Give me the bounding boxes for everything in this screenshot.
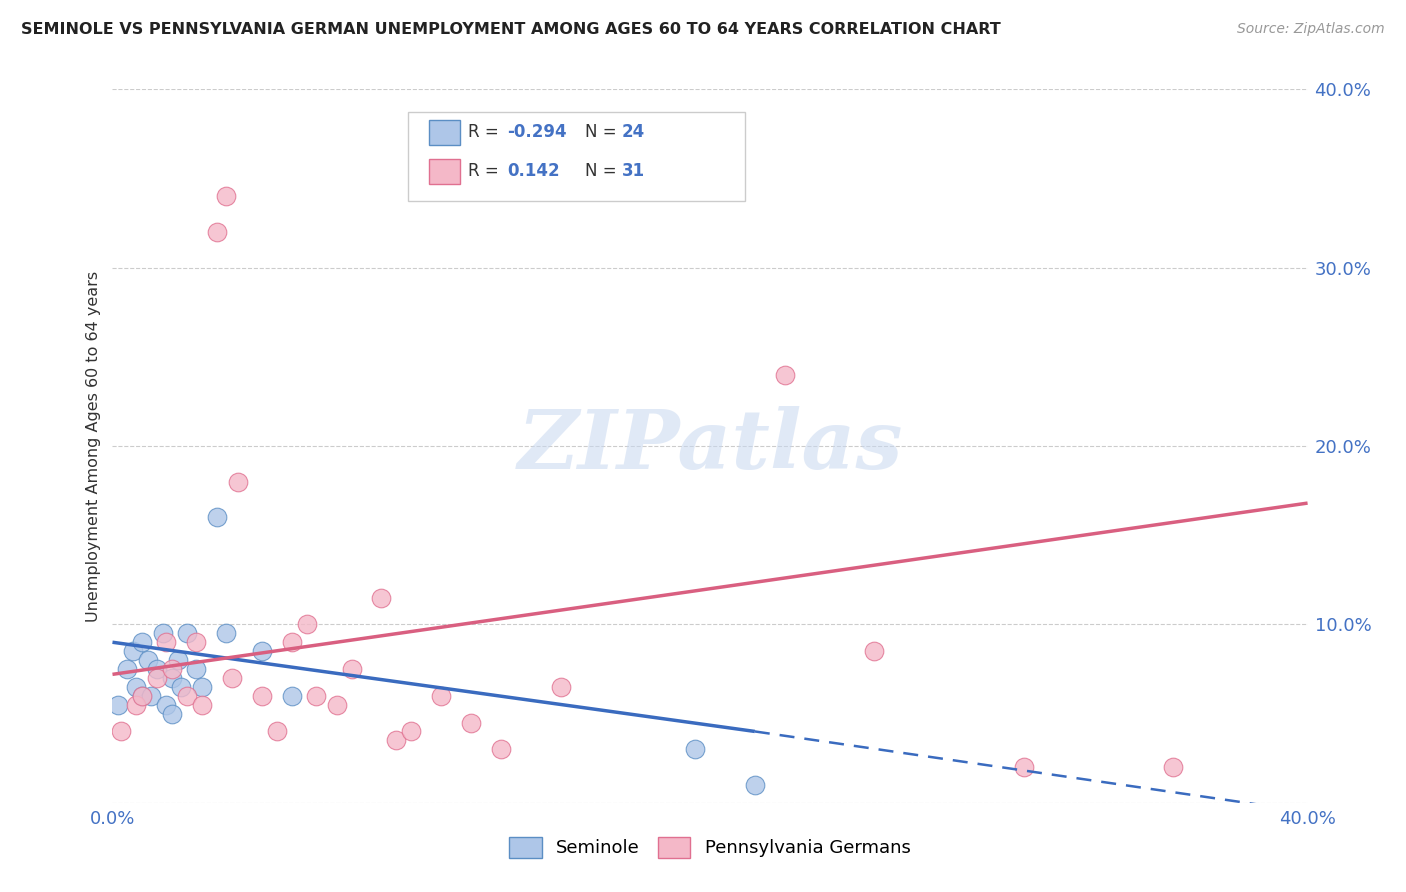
Point — [191, 680, 214, 694]
Y-axis label: Unemployment Among Ages 60 to 64 years: Unemployment Among Ages 60 to 64 years — [86, 270, 101, 622]
Text: Source: ZipAtlas.com: Source: ZipAtlas.com — [1237, 22, 1385, 37]
Point — [167, 653, 190, 667]
Point — [385, 733, 408, 747]
Point — [226, 475, 249, 489]
Text: ZIPatlas: ZIPatlas — [517, 406, 903, 486]
Point — [138, 653, 160, 667]
Point — [131, 635, 153, 649]
Point — [162, 662, 183, 676]
Legend: Seminole, Pennsylvania Germans: Seminole, Pennsylvania Germans — [502, 830, 918, 865]
Point — [186, 635, 208, 649]
Text: 24: 24 — [621, 123, 645, 141]
Point — [146, 671, 169, 685]
Point — [1161, 760, 1184, 774]
Point — [170, 680, 193, 694]
Point — [281, 635, 304, 649]
Point — [152, 626, 174, 640]
Point — [250, 689, 273, 703]
Point — [460, 715, 482, 730]
Point — [107, 698, 129, 712]
Point — [401, 724, 423, 739]
Text: SEMINOLE VS PENNSYLVANIA GERMAN UNEMPLOYMENT AMONG AGES 60 TO 64 YEARS CORRELATI: SEMINOLE VS PENNSYLVANIA GERMAN UNEMPLOY… — [21, 22, 1001, 37]
Point — [250, 644, 273, 658]
Point — [215, 626, 238, 640]
Point — [550, 680, 572, 694]
Point — [266, 724, 288, 739]
Point — [744, 778, 766, 792]
Text: R =: R = — [468, 162, 505, 180]
Point — [176, 689, 198, 703]
Point — [295, 617, 318, 632]
Point — [146, 662, 169, 676]
Text: 0.142: 0.142 — [508, 162, 560, 180]
Text: 31: 31 — [621, 162, 644, 180]
Point — [215, 189, 238, 203]
Point — [176, 626, 198, 640]
Point — [131, 689, 153, 703]
Point — [221, 671, 243, 685]
Point — [131, 689, 153, 703]
Point — [370, 591, 392, 605]
Point — [863, 644, 886, 658]
Point — [141, 689, 163, 703]
Point — [1012, 760, 1035, 774]
Point — [205, 225, 228, 239]
Point — [155, 635, 177, 649]
Point — [683, 742, 706, 756]
Point — [430, 689, 453, 703]
Point — [162, 671, 183, 685]
Point — [110, 724, 132, 739]
Text: -0.294: -0.294 — [508, 123, 567, 141]
Point — [281, 689, 304, 703]
Point — [489, 742, 512, 756]
Text: N =: N = — [585, 123, 621, 141]
Point — [162, 706, 183, 721]
Point — [191, 698, 214, 712]
Point — [773, 368, 796, 382]
Point — [325, 698, 347, 712]
Point — [125, 680, 148, 694]
Point — [186, 662, 208, 676]
Point — [305, 689, 328, 703]
Point — [340, 662, 363, 676]
Point — [125, 698, 148, 712]
Text: N =: N = — [585, 162, 621, 180]
Text: R =: R = — [468, 123, 505, 141]
Point — [155, 698, 177, 712]
Point — [117, 662, 139, 676]
Point — [122, 644, 145, 658]
Point — [205, 510, 228, 524]
